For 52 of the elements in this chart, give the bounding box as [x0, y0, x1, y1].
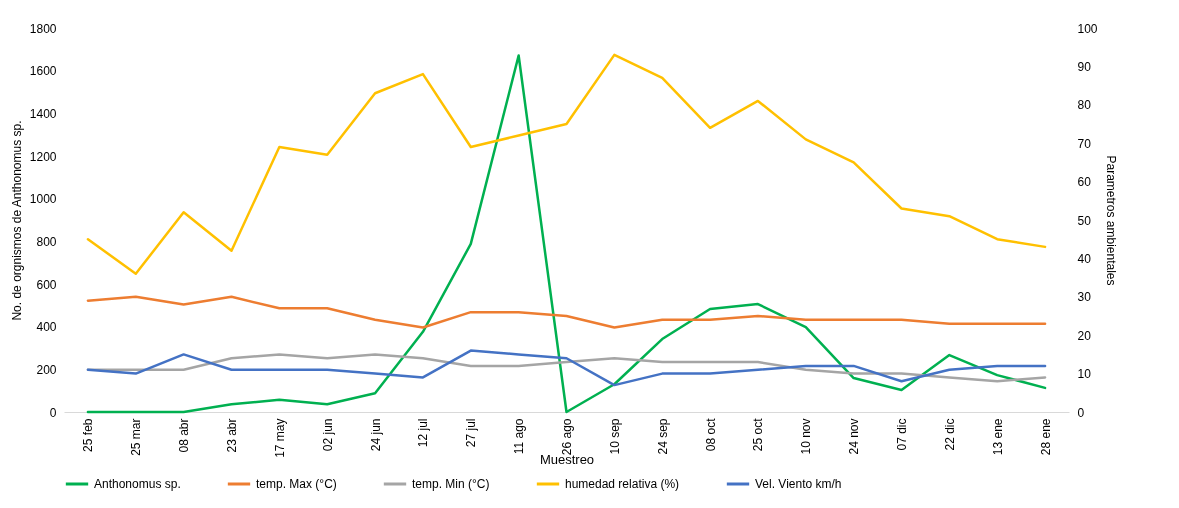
- y-axis-title: No. de orgnismos de Anthonomus sp.: [9, 120, 24, 321]
- x-tick-label: 08 oct: [703, 417, 718, 452]
- y2-tick-label: 70: [1077, 136, 1092, 151]
- y2-tick-label: 100: [1077, 21, 1098, 36]
- y-tick-label: 1400: [29, 106, 57, 121]
- x-tick-label: 10 nov: [799, 418, 814, 455]
- x-tick-label: 25 mar: [129, 418, 144, 456]
- y2-tick-label: 80: [1077, 98, 1092, 113]
- x-tick-label: 23 abr: [225, 418, 239, 453]
- y2-tick-label: 60: [1077, 175, 1092, 190]
- legend-label: temp. Min (°C): [412, 477, 490, 491]
- y-tick-label: 200: [36, 362, 57, 377]
- legend-label: Vel. Viento km/h: [755, 477, 842, 491]
- x-tick-label: 26 ago: [560, 418, 574, 456]
- line-series: [86, 54, 1047, 414]
- y2-axis-title: Parametros ambientales: [1103, 155, 1118, 286]
- x-tick-label: 17 may: [272, 418, 287, 458]
- x-tick-label: 25 feb: [81, 418, 96, 452]
- x-tick-label: 28 ene: [1038, 418, 1053, 456]
- y-tick-label: 0: [49, 405, 57, 420]
- y-tick-label: 800: [36, 234, 57, 249]
- y2-tick-label: 30: [1077, 290, 1092, 305]
- x-tick-label: 24 nov: [847, 418, 862, 455]
- x-tick-label: 22 dic: [942, 418, 957, 451]
- y2-tick-label: 10: [1077, 367, 1092, 382]
- legend-label: temp. Max (°C): [256, 477, 337, 491]
- x-tick-label: 02 jun: [320, 418, 335, 452]
- y2-tick-label: 0: [1077, 405, 1085, 420]
- x-tick-label: 08 abr: [177, 418, 192, 453]
- line-series: [86, 53, 1047, 276]
- line-series: [86, 295, 1047, 329]
- y2-tick-label: 40: [1077, 251, 1092, 266]
- y-tick-label: 600: [36, 277, 57, 292]
- x-tick-label: 10 sep: [607, 418, 622, 455]
- x-tick-label: 24 jun: [368, 418, 383, 452]
- y2-tick-label: 90: [1077, 59, 1092, 74]
- y2-tick-label: 20: [1077, 328, 1092, 343]
- x-tick-label: 25 oct: [751, 417, 766, 452]
- x-tick-label: 24 sep: [655, 418, 670, 455]
- legend-label: humedad relativa (%): [565, 477, 680, 491]
- y-tick-label: 1200: [29, 149, 57, 164]
- y-tick-label: 400: [36, 320, 57, 335]
- x-tick-label: 11 ago: [512, 418, 527, 455]
- y-tick-label: 1800: [29, 21, 57, 36]
- x-tick-label: 07 dic: [895, 418, 909, 451]
- y2-tick-label: 50: [1077, 213, 1092, 228]
- x-tick-label: 12 jul: [416, 418, 431, 448]
- x-tick-label: 27 jul: [464, 418, 479, 448]
- legend-label: Anthonomus sp.: [94, 477, 181, 491]
- y-tick-label: 1000: [29, 192, 57, 207]
- x-tick-label: 13 ene: [990, 418, 1005, 456]
- y-tick-label: 1600: [29, 64, 57, 79]
